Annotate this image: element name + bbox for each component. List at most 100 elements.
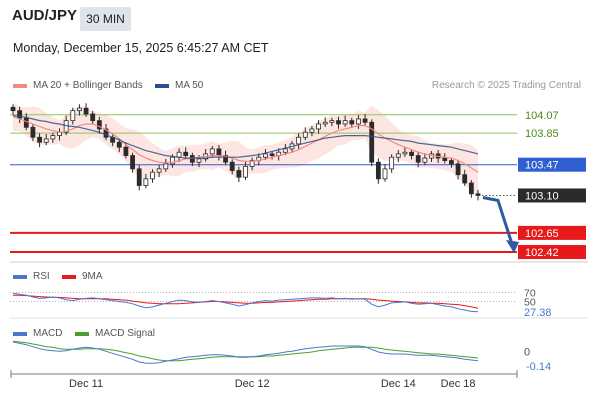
candle-body xyxy=(170,156,175,165)
candle-body xyxy=(123,146,129,156)
candle-body xyxy=(309,128,315,133)
instrument-title: AUD/JPY xyxy=(12,7,78,24)
candle-body xyxy=(136,168,142,186)
x-tick-label-Dec-18: Dec 18 xyxy=(441,378,476,390)
ma50-swatch xyxy=(155,83,169,88)
candle-body xyxy=(90,113,96,122)
candle-body xyxy=(229,161,235,171)
candle-body xyxy=(143,178,149,186)
candle-body xyxy=(316,123,321,130)
candle-body xyxy=(249,160,255,167)
candle-body xyxy=(362,118,368,123)
candle-body xyxy=(37,136,42,143)
legend-ma20-label: MA 20 + Bollinger Bands xyxy=(33,80,143,91)
candle-body xyxy=(130,155,135,170)
macd-swatch xyxy=(13,331,27,336)
legend-ma50: MA 50 xyxy=(155,80,203,91)
macd-line xyxy=(12,341,479,364)
candle-body xyxy=(389,156,395,170)
candle-body xyxy=(116,141,122,148)
legend-macd-label: MACD xyxy=(33,328,63,339)
candle-body xyxy=(196,158,202,163)
candle-body xyxy=(349,120,355,125)
price-level-label-103.47: 103.47 xyxy=(525,160,559,172)
candle-body xyxy=(17,110,23,119)
candle-body xyxy=(415,155,421,163)
ma50-line xyxy=(12,115,479,159)
macd-signal-line xyxy=(12,340,479,362)
legend-rsi: RSI xyxy=(13,271,50,282)
candle-body xyxy=(475,193,481,196)
rsi-last-value: 27.38 xyxy=(524,307,552,319)
rsi-level-label-70: 70 xyxy=(524,288,536,300)
forecast-arrow xyxy=(482,196,514,245)
macd-last-value: -0.14 xyxy=(526,361,551,373)
price-level-label-103.85: 103.85 xyxy=(525,128,559,140)
candle-body xyxy=(70,110,76,122)
price-level-box-102.65 xyxy=(518,225,586,240)
candle-body xyxy=(243,165,248,178)
research-credit: Research © 2025 Trading Central xyxy=(431,80,581,91)
legend-ma20: MA 20 + Bollinger Bands xyxy=(13,80,143,91)
forecast-arrowhead xyxy=(506,240,519,254)
candle-body xyxy=(409,151,414,156)
x-tick-label-Dec-12: Dec 12 xyxy=(235,378,270,390)
candle-body xyxy=(329,120,335,123)
macd-level-label-0: 0 xyxy=(524,346,530,358)
x-tick-label-Dec-11: Dec 11 xyxy=(69,378,103,390)
price-level-label-102.65: 102.65 xyxy=(525,228,559,240)
candle-body xyxy=(43,138,49,143)
candle-body xyxy=(216,148,222,156)
candle-body xyxy=(30,126,36,138)
rsi-ma-line xyxy=(13,294,479,309)
candle-body xyxy=(282,148,288,153)
price-level-box-102.42 xyxy=(518,245,586,260)
candle-body xyxy=(342,120,348,125)
candle-body xyxy=(103,128,109,138)
price-level-label-102.42: 102.42 xyxy=(525,247,559,259)
x-tick-label-Dec-14: Dec 14 xyxy=(381,378,416,390)
candle-body xyxy=(83,107,89,115)
candle-body xyxy=(375,161,381,180)
candle-body xyxy=(468,182,474,195)
chart-datetime: Monday, December 15, 2025 6:45:27 AM CET xyxy=(13,41,269,55)
candle-body xyxy=(442,157,448,161)
candle-body xyxy=(382,168,388,180)
ma20-swatch xyxy=(13,83,27,88)
candle-body xyxy=(322,121,328,125)
candle-body xyxy=(269,153,275,156)
candle-body xyxy=(395,153,401,158)
candle-body xyxy=(302,131,308,138)
candle-body xyxy=(77,107,82,112)
candle-body xyxy=(462,174,468,184)
legend-macd-signal: MACD Signal xyxy=(75,328,155,339)
candle-body xyxy=(183,151,189,156)
candle-body xyxy=(455,163,461,176)
candle-body xyxy=(10,106,16,112)
legend-rsi-ma-label: 9MA xyxy=(82,271,103,282)
candle-body xyxy=(23,117,29,128)
price-level-box-103.10 xyxy=(518,188,586,203)
candle-body xyxy=(96,120,102,130)
timeframe-button[interactable]: 30 MIN xyxy=(80,7,131,31)
rsi-level-label-50: 50 xyxy=(524,297,536,309)
candle-body xyxy=(356,118,361,125)
rsi-ma-swatch xyxy=(62,274,76,279)
legend-ma50-label: MA 50 xyxy=(175,80,204,91)
candle-body xyxy=(189,155,195,163)
candle-body xyxy=(223,155,228,163)
price-level-label-103.10: 103.10 xyxy=(525,190,559,202)
candle-body xyxy=(163,163,169,170)
price-level-label-104.07: 104.07 xyxy=(525,110,559,122)
legend-rsi-label: RSI xyxy=(33,271,50,282)
rsi-swatch xyxy=(13,274,27,279)
candle-body xyxy=(50,135,56,140)
legend-rsi-ma: 9MA xyxy=(62,271,103,282)
candle-body xyxy=(236,170,242,178)
candle-body xyxy=(449,160,454,165)
macd-signal-swatch xyxy=(75,331,89,336)
candle-body xyxy=(156,168,162,173)
candle-body xyxy=(369,121,375,163)
candle-body xyxy=(296,136,302,145)
